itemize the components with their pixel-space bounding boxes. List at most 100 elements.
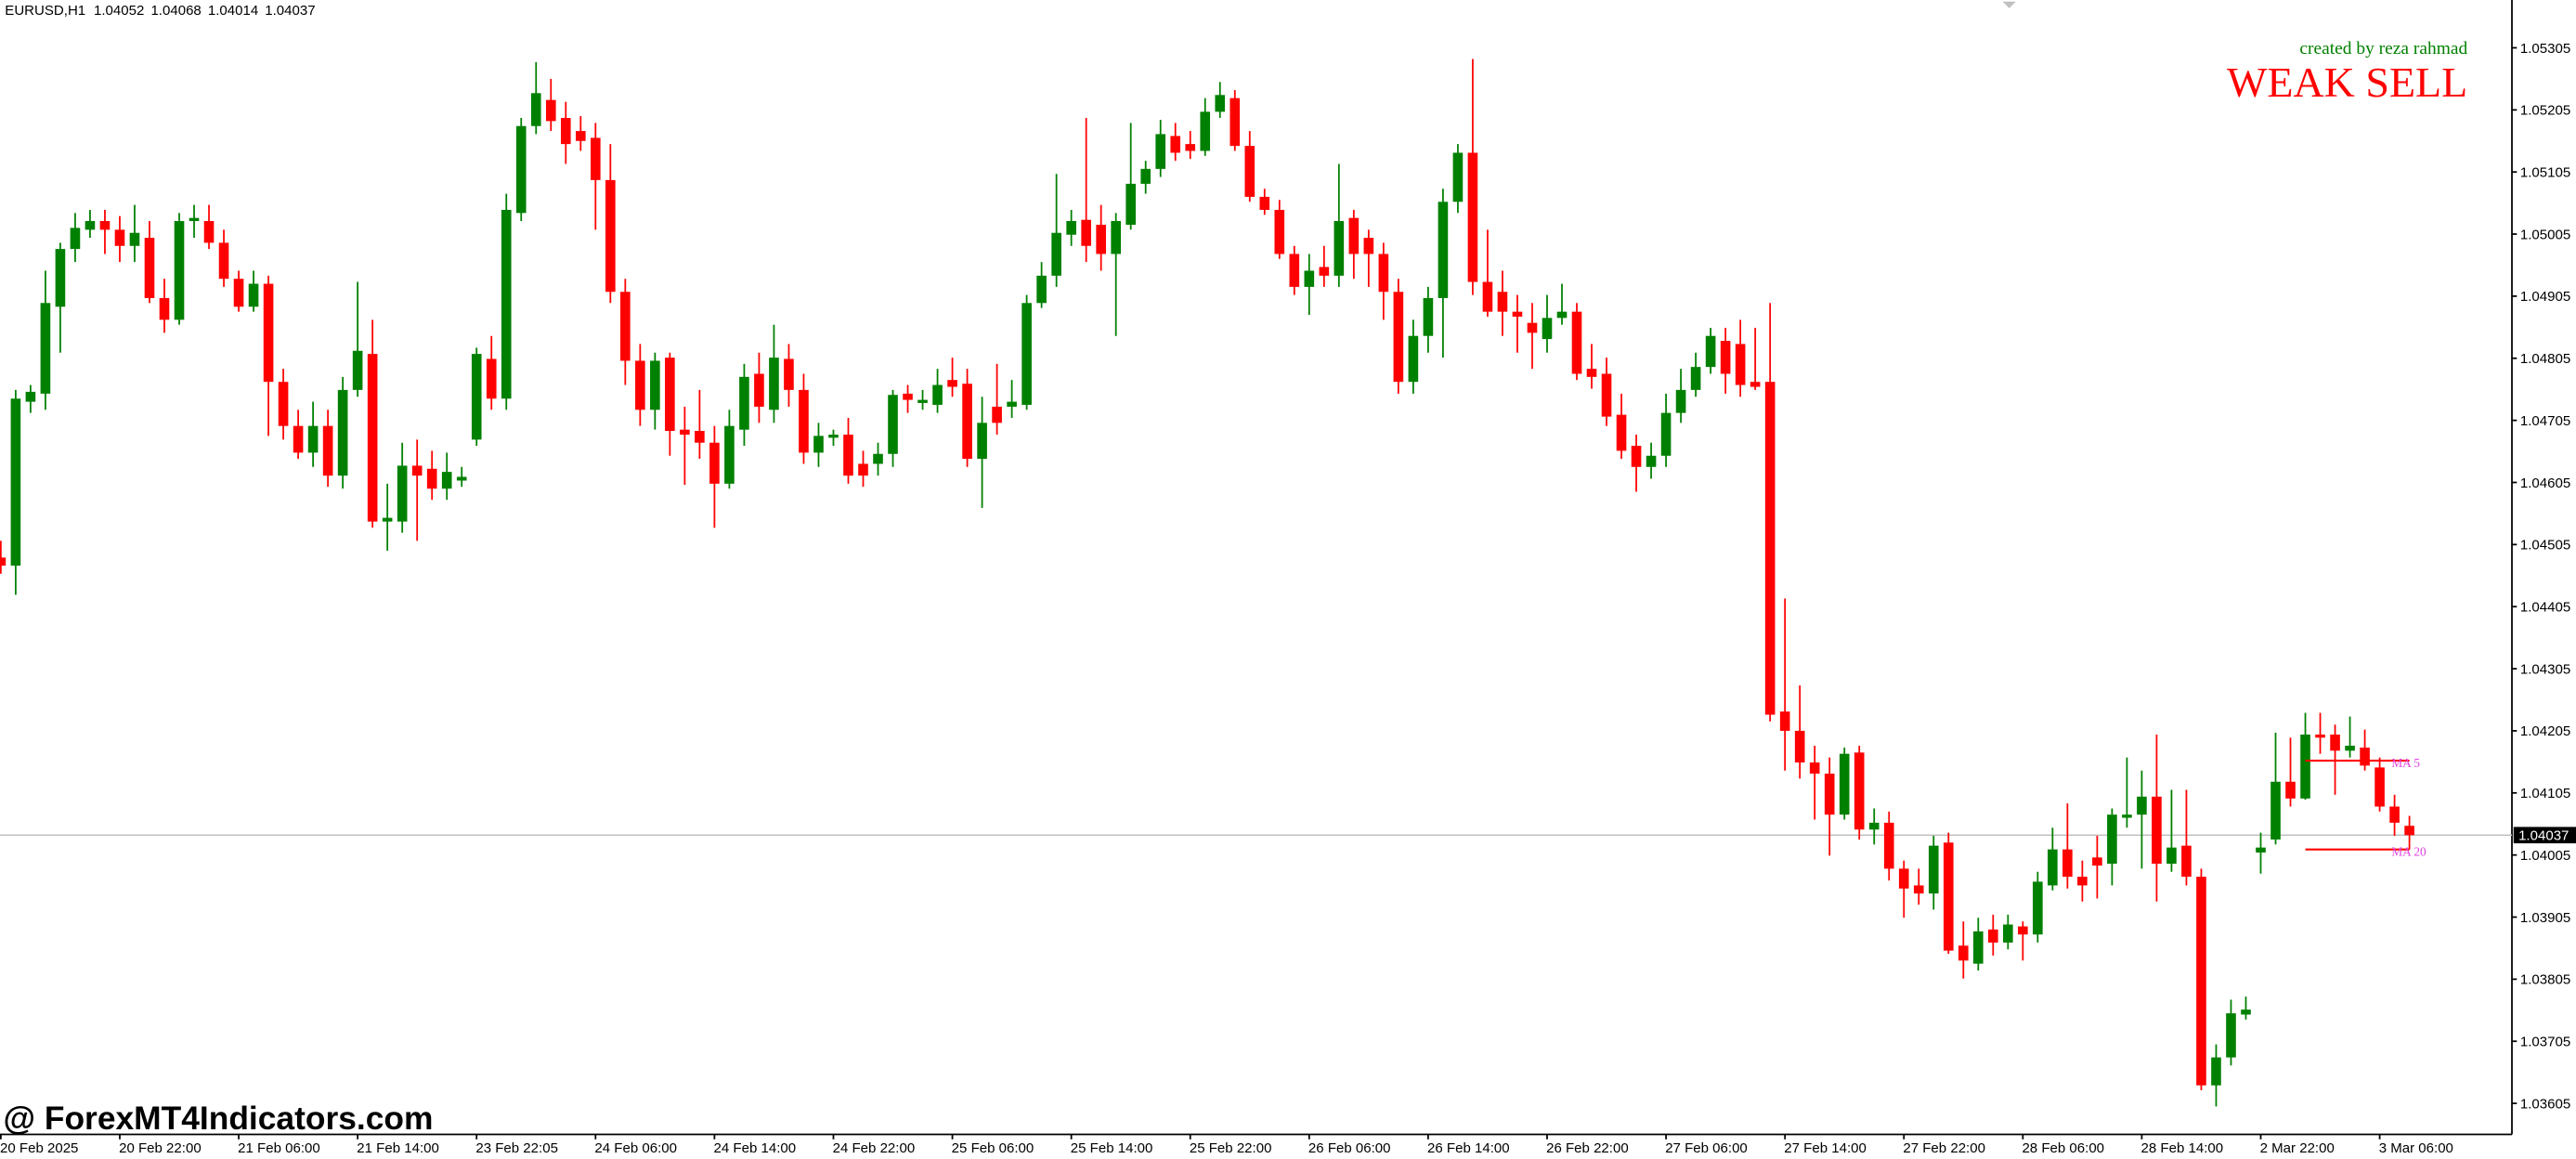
- header-close: 1.04037: [265, 3, 315, 19]
- scroll-marker: [2002, 1, 2016, 8]
- candle-body: [352, 350, 363, 390]
- candle-body: [769, 358, 779, 410]
- candle-body: [2137, 796, 2147, 815]
- candle-body: [1720, 341, 1731, 374]
- candle-body: [1675, 389, 1686, 413]
- y-tick-label: 1.03605: [2520, 1096, 2570, 1112]
- candle-body: [1081, 219, 1091, 246]
- candle-body: [70, 228, 81, 250]
- candle-body: [1586, 369, 1597, 377]
- candle-body: [367, 354, 378, 522]
- candle-body: [382, 517, 393, 522]
- candle-body: [2345, 745, 2355, 751]
- candle-body: [977, 423, 987, 460]
- candle-body: [2374, 767, 2385, 807]
- candle-body: [1051, 232, 1061, 276]
- candle-body: [2018, 926, 2028, 935]
- candle-body: [1943, 842, 1954, 951]
- y-tick-label: 1.04705: [2520, 413, 2570, 429]
- candle-body: [1140, 168, 1151, 184]
- candle-body: [2166, 847, 2177, 865]
- candle-body: [1066, 221, 1076, 235]
- candle-body: [1423, 297, 1434, 336]
- candle-body: [784, 358, 794, 390]
- candle-body: [560, 118, 571, 145]
- candle-body: [605, 179, 616, 293]
- x-tick-label: 20 Feb 2025: [0, 1140, 78, 1156]
- y-tick-label: 1.05205: [2520, 103, 2570, 119]
- x-tick-label: 28 Feb 14:00: [2141, 1140, 2224, 1156]
- candle-body: [1497, 292, 1508, 312]
- candle-body: [873, 453, 883, 464]
- candle-body: [2360, 747, 2370, 766]
- symbol: EURUSD,H1: [5, 3, 85, 19]
- y-tick-label: 1.05105: [2520, 165, 2570, 181]
- x-tick-label: 27 Feb 06:00: [1665, 1140, 1748, 1156]
- candle-body: [1259, 196, 1270, 210]
- candle-body: [1660, 412, 1672, 456]
- candle-body: [2285, 781, 2296, 799]
- credit-annotation: created by reza rahmad: [2299, 39, 2467, 59]
- x-tick-label: 23 Feb 22:05: [475, 1140, 558, 1156]
- y-tick-label: 1.03705: [2520, 1035, 2570, 1050]
- candle-body: [530, 93, 541, 126]
- x-tick-label: 21 Feb 14:00: [357, 1140, 439, 1156]
- candle-body: [1007, 401, 1017, 407]
- candle-body: [2152, 796, 2162, 865]
- candle-body: [307, 425, 319, 453]
- candle-body: [843, 435, 853, 476]
- y-tick-label: 1.04005: [2520, 848, 2570, 864]
- candle-body: [515, 125, 527, 214]
- candle-body: [1274, 209, 1285, 254]
- signal-annotation: WEAK SELL: [2227, 59, 2467, 106]
- candle-body: [1735, 344, 1746, 385]
- x-tick-label: 27 Feb 22:00: [1903, 1140, 1985, 1156]
- candle-body: [1988, 929, 1998, 943]
- candle-body: [1601, 373, 1612, 417]
- x-tick-label: 24 Feb 06:00: [594, 1140, 677, 1156]
- candle-body: [2092, 857, 2102, 866]
- candle-body: [1631, 446, 1642, 467]
- header-high: 1.04068: [150, 3, 201, 19]
- y-tick-label: 1.03905: [2520, 910, 2570, 926]
- candle-body: [144, 238, 155, 298]
- candle-body: [2107, 814, 2117, 865]
- y-tick-label: 1.05305: [2520, 41, 2570, 57]
- candle-body: [486, 358, 497, 399]
- candle-body: [174, 221, 185, 320]
- x-tick-label: 26 Feb 22:00: [1546, 1140, 1629, 1156]
- x-tick-label: 26 Feb 06:00: [1308, 1140, 1391, 1156]
- candle-body: [575, 131, 586, 141]
- candle-body: [665, 358, 675, 432]
- candle-body: [739, 376, 749, 430]
- candle-body: [1467, 152, 1478, 282]
- candle-body: [1408, 335, 1419, 383]
- y-tick-label: 1.04905: [2520, 289, 2570, 305]
- candle-body: [1334, 221, 1345, 276]
- candle-body: [1363, 238, 1374, 254]
- candle-body: [2003, 924, 2013, 943]
- y-tick-label: 1.04305: [2520, 661, 2570, 677]
- x-tick-label: 21 Feb 06:00: [238, 1140, 320, 1156]
- candle-body: [1185, 144, 1196, 151]
- y-tick-label: 1.05005: [2520, 227, 2570, 242]
- y-tick-label: 1.04105: [2520, 786, 2570, 801]
- candle-body: [1378, 254, 1389, 293]
- candle-body: [10, 398, 21, 566]
- candle-body: [1898, 868, 1909, 889]
- candle-body: [1928, 845, 1939, 894]
- candle-body: [1111, 221, 1121, 254]
- candle-body: [591, 137, 601, 180]
- candle-body: [85, 221, 96, 230]
- candle-body: [1616, 414, 1627, 451]
- candle-body: [2270, 781, 2281, 840]
- candle-body: [218, 242, 229, 280]
- candle-body: [1972, 931, 1984, 964]
- candle-body: [337, 389, 348, 476]
- candle-body: [1452, 152, 1464, 202]
- candle-body: [1824, 774, 1835, 815]
- candle-body: [2241, 1009, 2251, 1015]
- candle-body: [1556, 311, 1568, 319]
